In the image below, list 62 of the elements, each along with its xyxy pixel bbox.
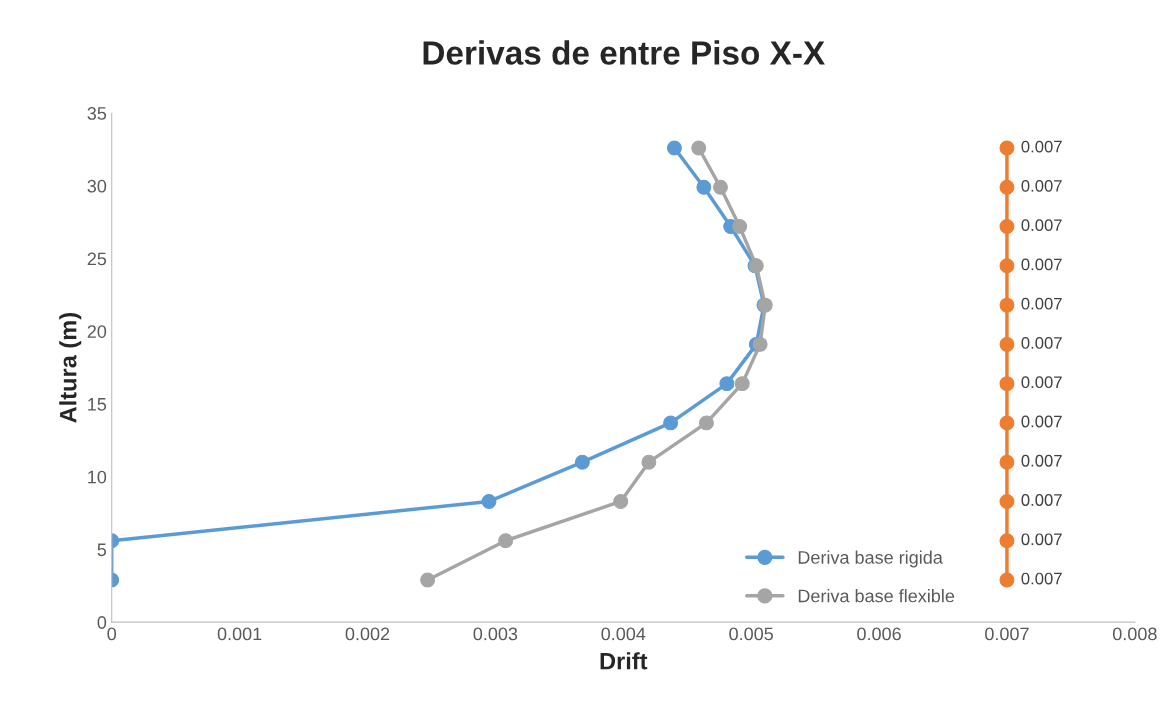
point	[999, 336, 1015, 352]
point	[999, 376, 1015, 392]
annotation: 0.007	[1021, 494, 1062, 506]
legend-label: Deriva base flexible	[798, 589, 955, 603]
annotation: 0.007	[1021, 376, 1062, 389]
point	[999, 179, 1015, 195]
y-axis-title: Altura (m)	[59, 313, 82, 423]
y-tick-label: 20	[87, 325, 107, 338]
point	[999, 297, 1015, 313]
x-tick-label: 0.006	[857, 627, 901, 641]
point	[666, 140, 682, 156]
x-tick-label: 0.002	[345, 627, 390, 641]
point	[719, 376, 735, 392]
annotation: 0.007	[1021, 533, 1062, 546]
x-tick-label: 0.007	[985, 627, 1029, 641]
annotation: 0.007	[1021, 297, 1062, 310]
chart-title: Derivas de entre Piso X-X	[423, 40, 825, 65]
annotation: 0.007	[1021, 454, 1062, 467]
annotation: 0.007	[1021, 140, 1062, 153]
point	[999, 454, 1015, 470]
point	[999, 533, 1015, 549]
annotation: 0.007	[1021, 179, 1062, 192]
point	[420, 572, 436, 588]
y-tick-label: 30	[87, 179, 107, 193]
y-tick-label: 0	[97, 616, 107, 629]
point	[999, 493, 1015, 509]
point	[613, 493, 629, 509]
y-tick-label: 5	[97, 543, 107, 557]
x-tick-label: 0.004	[601, 627, 646, 641]
annotation: 0.007	[1021, 337, 1062, 349]
y-tick-label: 10	[88, 470, 107, 484]
point	[999, 258, 1015, 274]
point	[999, 140, 1015, 156]
x-tick-label: 0.003	[473, 627, 518, 641]
y-tick-label: 25	[87, 252, 107, 266]
point	[732, 219, 748, 235]
annotation: 0.007	[1021, 219, 1062, 232]
point	[663, 415, 679, 431]
point	[752, 336, 768, 352]
point	[641, 454, 657, 470]
annotation: 0.007	[1021, 415, 1062, 428]
annotation: 0.007	[1021, 258, 1062, 271]
legend-label: Deriva base rigida	[798, 550, 943, 568]
point	[498, 533, 514, 549]
point	[734, 376, 750, 392]
x-tick-label: 0.005	[729, 627, 774, 641]
y-tick-label: 15	[88, 398, 107, 411]
point	[696, 179, 712, 195]
x-tick-label: 0.008	[1112, 627, 1157, 641]
point	[713, 179, 728, 195]
y-tick-label: 35	[87, 107, 107, 120]
point	[698, 415, 714, 431]
point	[999, 572, 1015, 588]
x-tick-label: 0	[107, 627, 117, 641]
point	[574, 454, 590, 470]
x-tick-label: 0.001	[217, 627, 262, 641]
annotation: 0.007	[1021, 572, 1062, 585]
x-axis-title: Drift	[600, 652, 648, 670]
point	[691, 140, 707, 156]
point	[999, 219, 1015, 235]
point	[481, 493, 497, 509]
point	[999, 415, 1015, 431]
